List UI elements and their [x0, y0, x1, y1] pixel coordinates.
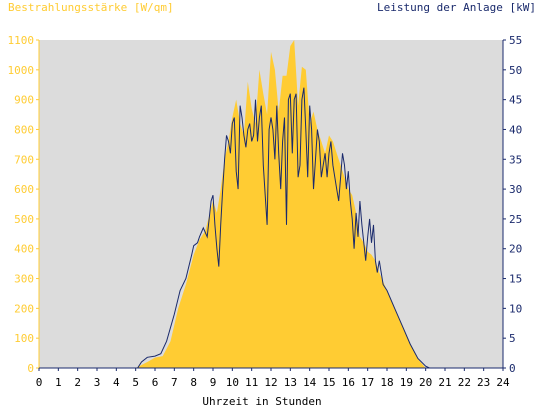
right-tick-label: 25 — [509, 213, 522, 226]
x-tick-label: 4 — [113, 376, 120, 389]
power-line — [39, 87, 503, 369]
right-tick-label: 40 — [509, 123, 522, 136]
left-tick-label: 100 — [14, 332, 34, 345]
right-tick-label: 10 — [509, 302, 522, 315]
left-axis-title: Bestrahlungsstärke [W/qm] — [8, 1, 174, 14]
left-tick-label: 500 — [14, 213, 34, 226]
x-tick-label: 21 — [438, 376, 451, 389]
right-tick-label: 0 — [509, 362, 516, 375]
x-tick-label: 11 — [245, 376, 258, 389]
left-tick-label: 700 — [14, 153, 34, 166]
x-tick-label: 10 — [226, 376, 239, 389]
x-tick-label: 18 — [380, 376, 393, 389]
axes-layer: 0100200300400500600700800900100011000510… — [8, 34, 523, 389]
x-tick-label: 23 — [477, 376, 490, 389]
left-tick-label: 800 — [14, 123, 34, 136]
x-tick-label: 16 — [342, 376, 355, 389]
left-tick-label: 200 — [14, 302, 34, 315]
left-tick-label: 1000 — [8, 64, 35, 77]
x-axis-label: Uhrzeit in Stunden — [202, 395, 321, 408]
x-tick-label: 0 — [36, 376, 43, 389]
right-tick-label: 5 — [509, 332, 516, 345]
left-tick-label: 0 — [27, 362, 34, 375]
x-tick-label: 15 — [322, 376, 335, 389]
left-tick-label: 1100 — [8, 34, 35, 47]
series-layer — [39, 40, 503, 369]
left-tick-label: 400 — [14, 243, 34, 256]
x-tick-label: 17 — [361, 376, 374, 389]
x-tick-label: 24 — [496, 376, 510, 389]
right-tick-label: 45 — [509, 94, 522, 107]
x-tick-label: 9 — [210, 376, 217, 389]
x-tick-label: 20 — [419, 376, 432, 389]
right-axis-title: Leistung der Anlage [kW] — [377, 1, 536, 14]
x-tick-label: 6 — [152, 376, 159, 389]
x-tick-label: 3 — [94, 376, 101, 389]
x-tick-label: 14 — [303, 376, 317, 389]
x-tick-label: 8 — [190, 376, 197, 389]
x-tick-label: 5 — [132, 376, 139, 389]
x-tick-label: 12 — [264, 376, 277, 389]
right-tick-label: 55 — [509, 34, 522, 47]
x-tick-label: 2 — [74, 376, 81, 389]
x-tick-label: 13 — [284, 376, 297, 389]
irradiance-area — [39, 40, 503, 368]
left-tick-label: 900 — [14, 94, 34, 107]
x-tick-label: 7 — [171, 376, 178, 389]
right-tick-label: 15 — [509, 273, 522, 286]
x-tick-label: 22 — [458, 376, 471, 389]
right-tick-label: 35 — [509, 153, 522, 166]
left-tick-label: 600 — [14, 183, 34, 196]
x-tick-label: 1 — [55, 376, 62, 389]
right-tick-label: 50 — [509, 64, 522, 77]
left-tick-label: 300 — [14, 273, 34, 286]
x-tick-label: 19 — [400, 376, 413, 389]
right-tick-label: 30 — [509, 183, 522, 196]
right-tick-label: 20 — [509, 243, 522, 256]
